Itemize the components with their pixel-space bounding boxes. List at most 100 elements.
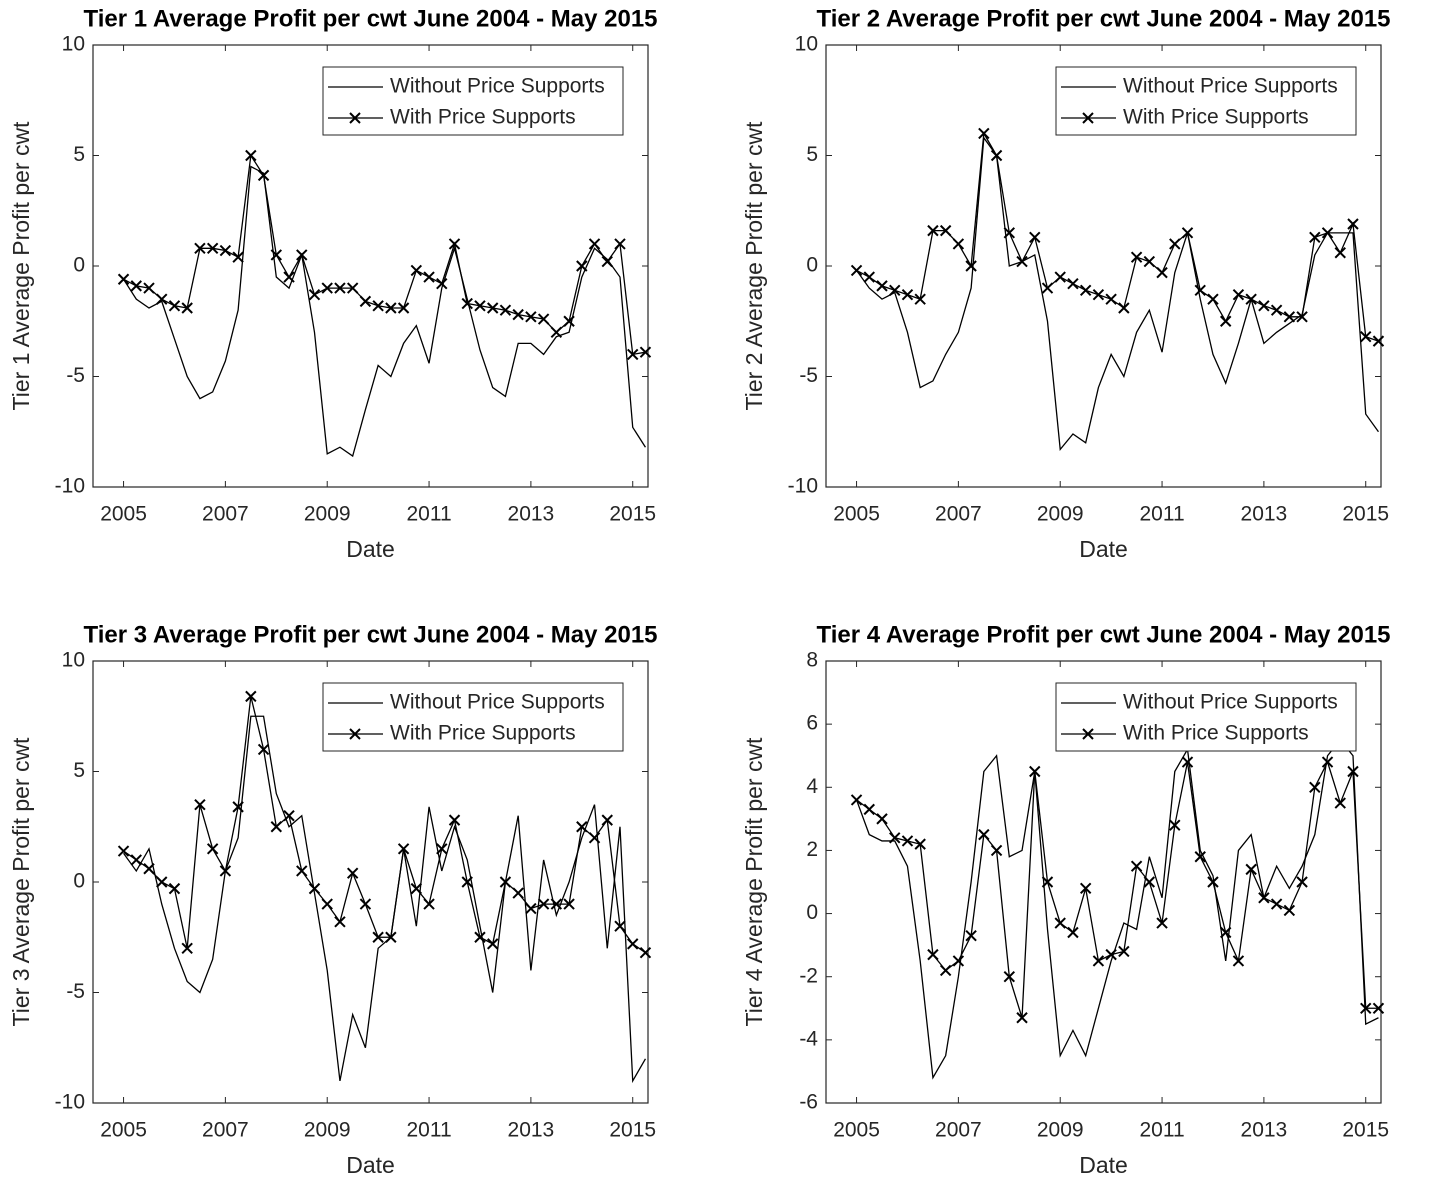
x-tick-label: 2011	[1139, 1119, 1184, 1142]
data-marker	[1169, 819, 1181, 831]
data-marker	[1321, 756, 1334, 768]
data-marker	[639, 346, 652, 358]
y-tick-label: 8	[806, 649, 818, 672]
data-marker	[863, 271, 875, 283]
data-marker	[537, 313, 550, 325]
legend-label: With Price Supports	[1123, 106, 1309, 129]
data-marker	[576, 260, 588, 272]
data-marker	[219, 244, 232, 257]
data-marker	[1041, 876, 1054, 888]
legend-box	[1055, 66, 1357, 136]
x-tick-label: 2009	[304, 503, 351, 526]
data-marker	[206, 843, 219, 855]
data-marker	[1016, 255, 1028, 268]
data-marker	[1092, 955, 1105, 967]
data-marker	[117, 273, 130, 285]
data-marker	[499, 304, 512, 316]
data-marker	[1003, 227, 1016, 239]
data-marker	[219, 865, 232, 877]
data-marker	[461, 297, 473, 310]
data-marker	[410, 882, 423, 895]
x-tick-label: 2013	[508, 503, 555, 526]
data-marker	[296, 865, 308, 877]
data-marker	[1169, 238, 1181, 250]
data-marker	[1347, 218, 1359, 230]
x-tick-label: 2007	[202, 1119, 249, 1142]
data-marker	[143, 863, 155, 875]
data-marker	[939, 224, 952, 237]
chart-title: Tier 1 Average Profit per cwt June 2004 …	[83, 5, 657, 32]
legend-marker	[349, 112, 361, 124]
data-marker	[245, 690, 257, 703]
x-tick-label: 2009	[304, 1119, 351, 1142]
y-tick-label: -10	[55, 475, 85, 498]
data-marker	[601, 814, 613, 826]
data-marker	[1118, 945, 1130, 958]
x-axis-label: Date	[346, 536, 395, 562]
data-marker	[550, 898, 563, 910]
data-marker	[232, 801, 244, 813]
x-tick-label: 2013	[1241, 503, 1288, 526]
data-marker	[130, 280, 142, 292]
chart-title: Tier 4 Average Profit per cwt June 2004 …	[816, 621, 1390, 648]
x-tick-label: 2005	[100, 1119, 147, 1142]
data-marker	[1016, 1012, 1028, 1024]
chart-title: Tier 3 Average Profit per cwt June 2004 …	[83, 621, 657, 648]
data-marker	[1283, 311, 1296, 323]
data-marker	[1309, 781, 1321, 793]
series-line	[856, 131, 1379, 342]
legend: Without Price Supports With Price Support…	[1055, 66, 1357, 136]
data-marker	[232, 251, 244, 263]
data-marker	[525, 311, 537, 323]
data-marker	[257, 169, 270, 182]
data-marker	[436, 843, 448, 855]
y-tick-label: -10	[55, 1091, 85, 1114]
x-tick-label: 2013	[1241, 1119, 1288, 1142]
y-axis-label: Tier 3 Average Profit per cwt	[8, 737, 34, 1027]
data-marker	[1130, 860, 1143, 872]
data-marker	[308, 882, 321, 895]
data-marker	[1258, 892, 1270, 904]
data-marker	[156, 876, 168, 888]
legend-label: With Price Supports	[1123, 722, 1309, 745]
x-tick-label: 2015	[609, 503, 656, 526]
data-marker	[130, 854, 142, 866]
y-tick-label: -4	[799, 1027, 818, 1050]
data-marker	[486, 938, 499, 950]
y-tick-label: -10	[788, 475, 818, 498]
data-marker	[1118, 302, 1130, 314]
data-marker	[474, 931, 486, 943]
x-axis-label: Date	[346, 1152, 395, 1177]
x-tick-label: 2013	[508, 1119, 555, 1142]
data-marker	[1309, 231, 1321, 243]
data-marker	[1067, 926, 1079, 939]
legend-label: Without Price Supports	[1123, 691, 1338, 714]
y-tick-label: -2	[799, 964, 818, 987]
data-marker	[283, 809, 295, 822]
data-marker	[1321, 227, 1334, 239]
chart-title: Tier 2 Average Profit per cwt June 2004 …	[816, 5, 1390, 32]
data-marker	[1219, 315, 1232, 327]
data-marker	[1105, 293, 1117, 305]
data-marker	[1270, 304, 1283, 316]
legend-label: With Price Supports	[390, 106, 576, 129]
data-marker	[627, 348, 639, 361]
data-marker	[436, 277, 448, 290]
data-marker	[901, 835, 914, 847]
x-tick-label: 2007	[202, 503, 249, 526]
data-marker	[1029, 231, 1041, 243]
legend: Without Price Supports With Price Support…	[1055, 682, 1357, 752]
data-marker	[423, 898, 435, 910]
data-marker	[397, 302, 410, 314]
x-tick-label: 2011	[406, 1119, 451, 1142]
data-marker	[588, 238, 601, 250]
legend-marker	[1082, 728, 1094, 740]
x-tick-label: 2009	[1037, 503, 1084, 526]
y-tick-label: 6	[806, 712, 818, 735]
data-marker	[1181, 756, 1194, 768]
data-marker	[990, 844, 1003, 857]
legend-marker	[1082, 112, 1094, 124]
data-marker	[1029, 765, 1041, 778]
data-marker	[563, 898, 575, 910]
